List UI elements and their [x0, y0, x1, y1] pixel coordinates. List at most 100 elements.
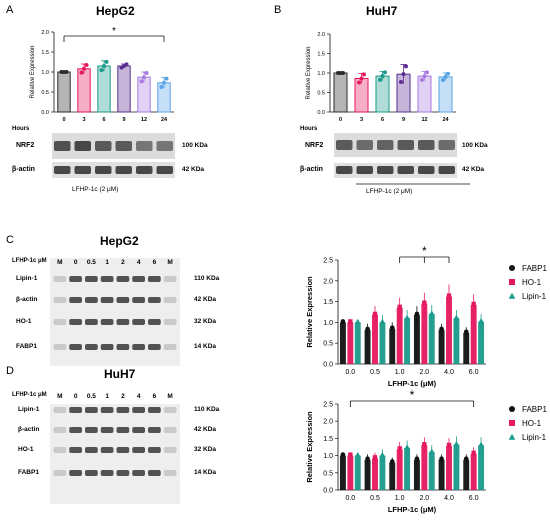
significance-star: *	[410, 388, 415, 402]
blot-band	[163, 427, 177, 433]
blot-row-kda: 110 KDa	[194, 275, 220, 282]
bar	[413, 314, 420, 364]
blot-row-kda: 42 KDa	[194, 426, 216, 433]
blot-band	[53, 427, 67, 433]
blot-band	[85, 297, 98, 303]
panel-letter-d: D	[6, 365, 14, 377]
blot-band	[163, 447, 177, 453]
bar	[478, 321, 485, 364]
data-point	[348, 452, 353, 457]
blot-band	[132, 427, 145, 433]
bar	[478, 445, 485, 490]
bar	[404, 318, 411, 364]
actin-label-b: β-actin	[300, 166, 323, 173]
data-point	[471, 450, 476, 456]
blot-band	[163, 344, 177, 350]
blot-band	[69, 427, 82, 433]
lane-label: 4	[137, 393, 141, 400]
lane-label: M	[57, 393, 62, 400]
bar	[347, 455, 354, 490]
bar	[428, 452, 435, 490]
bar	[364, 459, 371, 490]
x-tick-label: 12	[141, 117, 147, 123]
data-point	[159, 84, 164, 89]
actin-band	[115, 166, 132, 174]
blot-row-label: β-actin	[16, 296, 37, 303]
data-point	[414, 311, 420, 317]
blot-band	[53, 319, 67, 325]
y-tick-label: 1.0	[323, 320, 333, 327]
data-point	[404, 314, 410, 320]
lane-label: 6	[153, 259, 157, 266]
blot-band	[148, 276, 161, 282]
lane-label: M	[167, 393, 172, 400]
panel-title-b: HuH7	[366, 4, 398, 18]
bar	[470, 304, 477, 364]
data-point	[142, 75, 146, 80]
blot-band	[116, 407, 130, 413]
data-point	[397, 446, 402, 451]
nrf2-band	[136, 141, 153, 151]
bar	[404, 448, 411, 490]
blot-band	[132, 276, 145, 282]
data-point	[144, 71, 149, 76]
blot-band	[100, 470, 114, 476]
nrf2-kda-b: 100 KDa	[462, 142, 488, 149]
x-axis-label: LFHP-1c (μM)	[388, 505, 437, 514]
data-point	[478, 441, 484, 447]
blot-band	[132, 344, 145, 350]
blot-band	[132, 470, 145, 476]
x-tick-label: 1.0	[395, 369, 405, 376]
legend-label: HO-1	[522, 278, 542, 287]
bar	[446, 296, 452, 364]
blot-band	[116, 319, 130, 325]
bar	[364, 329, 371, 364]
bar	[428, 314, 435, 364]
blot-band	[116, 470, 130, 476]
data-point	[429, 310, 435, 316]
x-tick-label: 0	[339, 117, 342, 123]
bar	[421, 303, 428, 364]
blot-band	[148, 447, 161, 453]
blot-row-label: HO-1	[18, 446, 34, 453]
x-tick-label: 9	[402, 117, 405, 123]
y-axis-label: Relative Expression	[305, 411, 314, 483]
bar	[396, 449, 403, 490]
blot-c: LFHP-1c μM Lipin-1 β-actin HO-1 FABP1 11…	[12, 258, 220, 366]
blot-band	[85, 344, 98, 350]
data-point	[99, 68, 104, 73]
bar	[339, 455, 346, 490]
nrf2-band	[156, 141, 173, 151]
y-tick-label: 0.5	[323, 470, 333, 477]
blot-band	[116, 297, 130, 303]
actin-band	[377, 166, 394, 174]
data-point	[64, 70, 69, 74]
blot-band	[132, 447, 145, 453]
x-tick-label: 0.0	[345, 495, 355, 502]
y-tick-label: 0.5	[323, 341, 333, 348]
bar	[396, 307, 403, 364]
actin-band	[336, 166, 353, 174]
bar	[77, 68, 91, 113]
legend-marker	[509, 279, 515, 285]
blot-row-label: β-actin	[18, 426, 39, 433]
y-tick-label: 0.5	[41, 90, 49, 96]
blot-d: LFHP-1c μM Lipin-1 β-actin HO-1 FABP1 11…	[12, 392, 220, 504]
significance-star: *	[112, 26, 116, 37]
x-tick-label: 9	[122, 117, 125, 123]
lane-label: M	[57, 259, 62, 266]
bar	[463, 332, 470, 364]
legend-label: FABP1	[522, 405, 547, 414]
bar	[453, 318, 460, 364]
data-point	[453, 314, 460, 320]
lane-label: 0.5	[87, 393, 96, 400]
nrf2-label-a: NRF2	[16, 142, 34, 149]
bar	[97, 65, 111, 113]
blot-band	[53, 407, 67, 413]
x-tick-label: 4.0	[444, 495, 454, 502]
data-point	[404, 64, 408, 69]
data-point	[446, 442, 452, 448]
blot-row-kda: 42 KDa	[194, 296, 216, 303]
data-point	[365, 456, 370, 462]
legend-label: Lipin-1	[522, 433, 547, 442]
